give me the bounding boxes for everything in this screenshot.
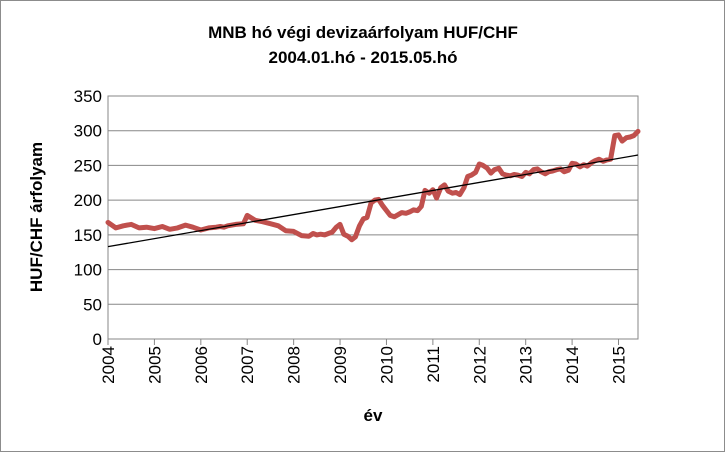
y-tick-labels: 0 50 100 150 200 250 300 350 bbox=[74, 87, 102, 349]
y-tick-label: 50 bbox=[83, 295, 102, 314]
y-tick-label: 300 bbox=[74, 122, 102, 141]
grid-layer bbox=[107, 130, 638, 345]
y-tick-label: 350 bbox=[74, 87, 102, 106]
x-tick-label: 2004 bbox=[99, 346, 118, 384]
x-tick-label: 2010 bbox=[377, 346, 396, 384]
y-tick-label: 100 bbox=[74, 261, 102, 280]
x-tick-label: 2014 bbox=[563, 346, 582, 384]
trend-line bbox=[107, 154, 639, 248]
x-tick-label: 2013 bbox=[517, 346, 536, 384]
y-tick-label: 250 bbox=[74, 156, 102, 175]
chart-title: MNB hó végi devizaárfolyam HUF/CHF bbox=[208, 23, 518, 42]
plot-area bbox=[107, 95, 639, 340]
y-tick-label: 150 bbox=[74, 226, 102, 245]
y-tick-label: 0 bbox=[93, 330, 102, 349]
x-tick-label: 2009 bbox=[331, 346, 350, 384]
x-tick-label: 2006 bbox=[192, 346, 211, 384]
series-layer bbox=[105, 128, 641, 248]
y-tick-label: 200 bbox=[74, 191, 102, 210]
x-tick-labels: 2004 2005 2006 2007 2008 2009 2010 2011 2012 2013… bbox=[99, 346, 629, 384]
series-line bbox=[105, 128, 641, 243]
x-tick-label: 2012 bbox=[470, 346, 489, 384]
x-tick-label: 2005 bbox=[145, 346, 164, 384]
x-tick-label: 2007 bbox=[238, 346, 257, 384]
x-tick-label: 2008 bbox=[285, 346, 304, 384]
y-axis-title: HUF/CHF árfolyam bbox=[27, 142, 46, 292]
chart-subtitle: 2004.01.hó - 2015.05.hó bbox=[269, 48, 458, 67]
x-axis-title: év bbox=[364, 406, 383, 425]
x-tick-label: 2011 bbox=[424, 346, 443, 383]
x-tick-label: 2015 bbox=[610, 346, 629, 384]
